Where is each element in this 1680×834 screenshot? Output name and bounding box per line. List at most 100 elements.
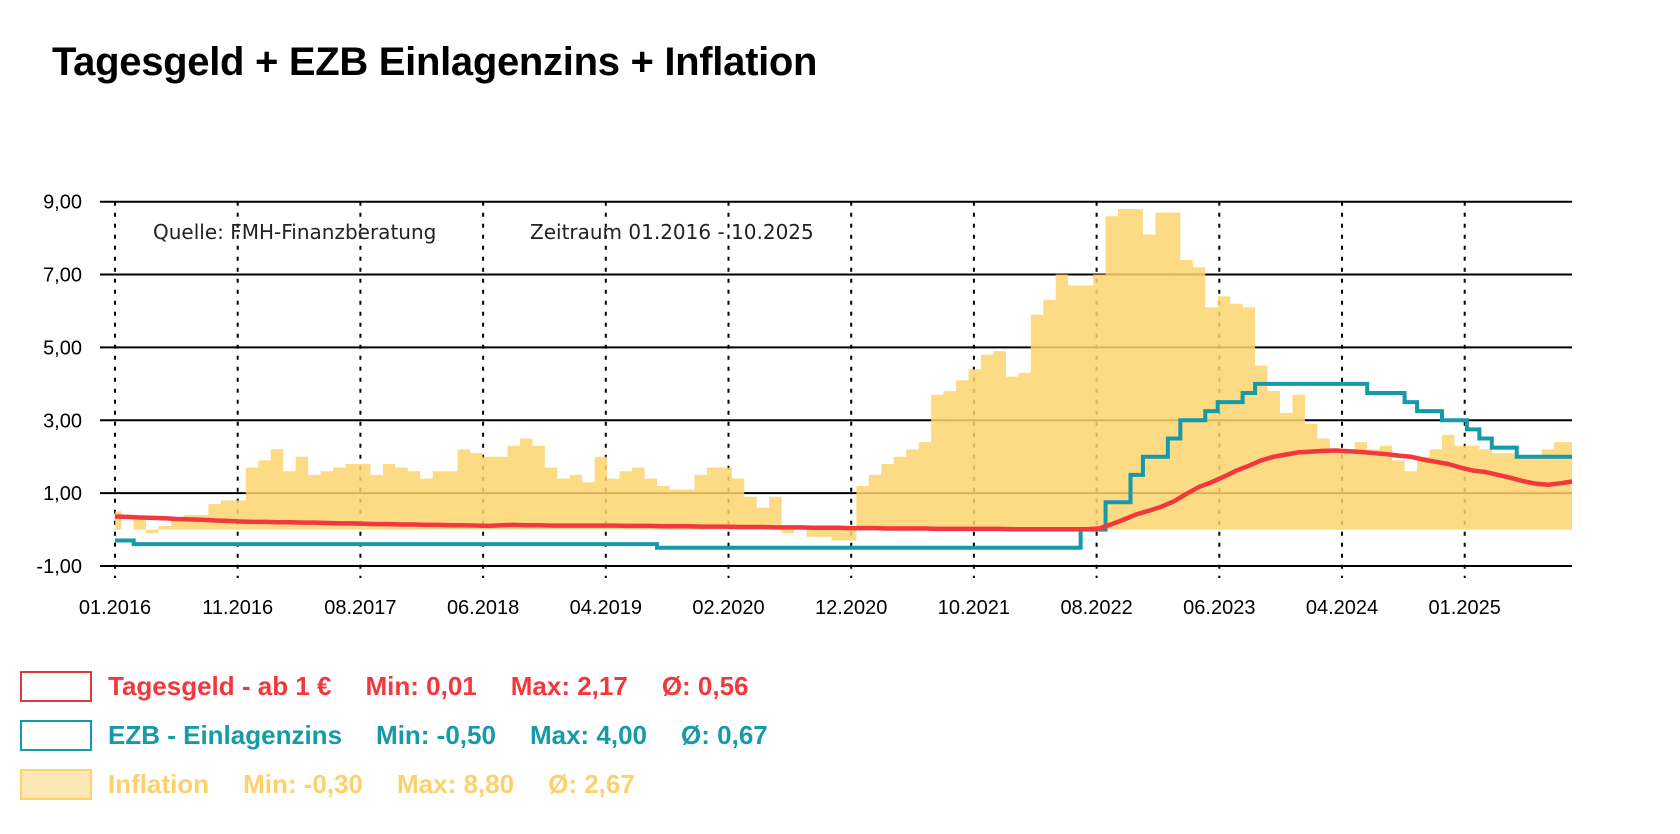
x-tick-label: 12.2020 (815, 597, 887, 619)
legend-min: Min: 0,01 (365, 671, 477, 701)
inflation-bar (358, 464, 370, 530)
inflation-bar (694, 475, 706, 530)
inflation-bar (819, 530, 831, 537)
legend-avg: Ø: 2,67 (548, 769, 635, 799)
inflation-bar (1454, 446, 1466, 530)
inflation-bar (1031, 315, 1043, 530)
inflation-bar (607, 479, 619, 530)
inflation-area-layer (115, 208, 1572, 541)
inflation-bar (981, 355, 993, 530)
x-tick-label: 01.2016 (79, 597, 151, 619)
inflation-bar (993, 351, 1005, 530)
inflation-bar (1068, 285, 1080, 529)
inflation-bar (483, 457, 495, 530)
period-note: Zeitraum 01.2016 - 10.2025 (530, 220, 814, 244)
inflation-bar (458, 449, 470, 529)
inflation-bar (1529, 457, 1541, 530)
chart-title: Tagesgeld + EZB Einlagenzins + Inflation (52, 40, 818, 84)
inflation-bar (669, 489, 681, 529)
legend-max: Max: 4,00 (529, 720, 648, 750)
legend-avg: Ø: 0,56 (661, 671, 749, 701)
axis-labels: 9,00 7,00 5,00 3,00 1,00 -1,00 01.2016 11.2016 0… (36, 192, 1500, 619)
x-tick-label: 08.2017 (324, 597, 396, 619)
inflation-bar (1292, 395, 1304, 530)
inflation-bar (769, 497, 781, 530)
inflation-bar (208, 504, 220, 530)
inflation-bar (1467, 446, 1479, 530)
inflation-bar (159, 526, 171, 530)
legend-label: EZB - Einlagenzins (108, 720, 343, 750)
inflation-bar (931, 395, 943, 530)
ezb-line (115, 381, 1572, 550)
inflation-area (115, 208, 1572, 541)
inflation-bar (969, 369, 981, 529)
inflation-bar (532, 446, 544, 530)
legend-swatch-tagesgeld (20, 671, 92, 702)
inflation-bar (433, 471, 445, 529)
legend-min: Min: -0,30 (243, 769, 364, 799)
inflation-bar (645, 479, 657, 530)
grid (100, 200, 1572, 578)
inflation-bar (744, 497, 756, 530)
x-tick-label: 06.2023 (1183, 597, 1255, 619)
inflation-bar (1006, 377, 1018, 530)
inflation-bar (1442, 435, 1454, 530)
y-tick-label: 9,00 (43, 192, 82, 214)
inflation-bar (707, 468, 719, 530)
legend-label: Inflation (108, 769, 210, 799)
inflation-bar (1542, 449, 1554, 529)
inflation-bar (233, 500, 245, 529)
inflation-bar (682, 489, 694, 529)
inflation-bar (944, 391, 956, 529)
inflation-bar (1355, 442, 1367, 529)
inflation-bar (420, 479, 432, 530)
inflation-bar (1280, 413, 1292, 530)
inflation-bar (495, 457, 507, 530)
inflation-bar (221, 500, 233, 529)
inflation-bar (1380, 446, 1392, 530)
inflation-bar (520, 438, 532, 529)
inflation-bar (134, 519, 146, 530)
inflation-bar (620, 471, 632, 529)
inflation-bar (1517, 457, 1529, 530)
inflation-bar (1043, 300, 1055, 530)
x-tick-label: 01.2025 (1429, 597, 1501, 619)
inflation-bar (1018, 373, 1030, 530)
y-tick-label: 7,00 (43, 265, 82, 287)
x-tick-label: 02.2020 (692, 597, 764, 619)
inflation-bar (408, 471, 420, 529)
legend-avg: Ø: 0,67 (681, 720, 768, 750)
inflation-bar (258, 460, 270, 529)
inflation-bar (856, 486, 868, 530)
inflation-bar (1106, 216, 1118, 529)
inflation-bar (1081, 285, 1093, 529)
legend-min: Min: -0,50 (376, 720, 496, 750)
inflation-bar (1305, 424, 1317, 530)
inflation-bar (956, 380, 968, 529)
inflation-bar (196, 515, 208, 530)
inflation-bar (1330, 449, 1342, 529)
inflation-bar (445, 471, 457, 529)
inflation-bar (1417, 457, 1429, 530)
legend-swatch-ezb (20, 720, 92, 751)
y-tick-label: -1,00 (36, 556, 82, 578)
x-tick-label: 08.2022 (1060, 597, 1132, 619)
legend-max: Max: 2,17 (510, 671, 628, 701)
inflation-bar (1392, 460, 1404, 529)
inflation-bar (115, 511, 121, 529)
inflation-bar (296, 457, 308, 530)
inflation-bar (1405, 471, 1417, 529)
inflation-bar (1479, 449, 1491, 529)
inflation-bar (894, 457, 906, 530)
inflation-bar (1243, 307, 1255, 529)
inflation-bar (906, 449, 918, 529)
inflation-bar (1056, 275, 1068, 530)
legend-label: Tagesgeld - ab 1 € (108, 671, 332, 701)
y-tick-label: 1,00 (43, 483, 82, 505)
inflation-bar (545, 468, 557, 530)
inflation-bar (1143, 234, 1155, 529)
legend-item-tagesgeld: Tagesgeld - ab 1 € Min: 0,01 Max: 2,17 Ø… (20, 662, 802, 711)
inflation-bar (657, 486, 669, 530)
inflation-bar (831, 530, 843, 541)
